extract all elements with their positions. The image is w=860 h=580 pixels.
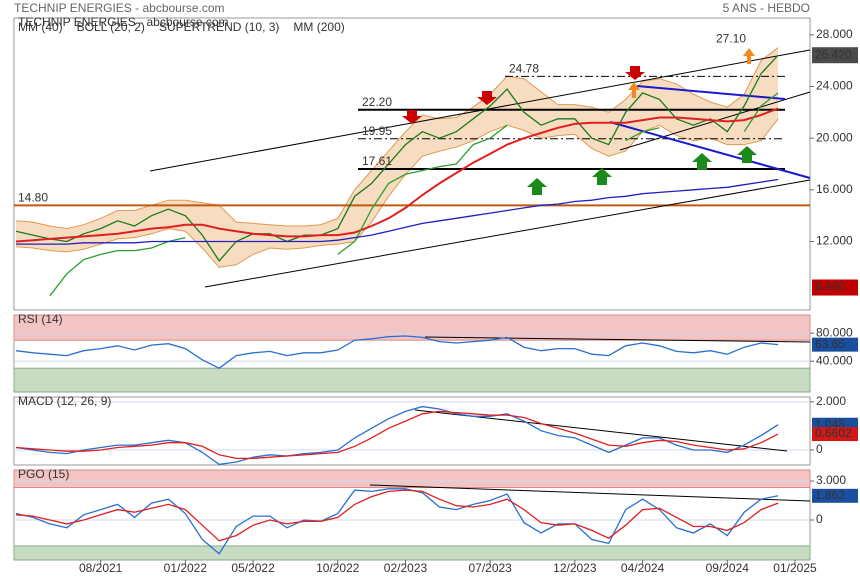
y-tick-label: 24.000 — [816, 79, 853, 93]
y-tick-label: 0 — [816, 442, 823, 456]
level-label: 27.10 — [716, 32, 746, 46]
oversold-zone — [13, 367, 811, 393]
series-line — [16, 178, 779, 245]
series-line — [15, 335, 779, 369]
value-box-label: 63.65 — [815, 337, 845, 351]
legend-entry: MM (200) — [293, 20, 344, 34]
x-tick-label: 01/2022 — [164, 561, 208, 575]
value-box-label: 1.862 — [815, 488, 845, 502]
up-arrow — [628, 82, 640, 98]
panel-title: RSI (14) — [18, 312, 63, 326]
y-tick-label: 40.000 — [816, 353, 853, 367]
series-line — [15, 489, 779, 542]
panel-title: TECHNIP ENERGIES - abcbourse.com — [18, 15, 229, 29]
x-tick-label: 01/2025 — [773, 561, 817, 575]
series-line — [15, 410, 779, 460]
y-tick-label: 12.000 — [816, 234, 853, 248]
legend-entry: MM (40) — [18, 20, 63, 34]
y-tick-label: 0 — [816, 512, 823, 526]
x-tick-label: 08/2021 — [79, 561, 123, 575]
value-box — [812, 488, 858, 503]
value-box — [812, 427, 858, 442]
x-tick-label: 04/2024 — [621, 561, 665, 575]
level-label: 17.61 — [362, 154, 392, 168]
series-line — [15, 405, 779, 466]
series-line — [15, 107, 779, 243]
y-tick-label: 2.000 — [816, 394, 846, 408]
level-label: 19.95 — [362, 124, 392, 138]
boll-upper — [15, 47, 779, 230]
y-tick-label: 80.000 — [816, 325, 853, 339]
legend-entry: SUPERTREND (10, 3) — [159, 20, 279, 34]
trendline — [636, 85, 786, 100]
up-arrow — [743, 48, 755, 64]
boll-band — [16, 47, 779, 268]
buy-arrow — [692, 153, 712, 170]
buy-arrow — [527, 178, 547, 195]
sell-arrow — [402, 110, 422, 124]
chart-title: TECHNIP ENERGIES - abcbourse.com — [14, 1, 225, 15]
sell-arrow — [477, 91, 497, 105]
y-tick-label: 16.000 — [816, 182, 853, 196]
level-label: 22.20 — [362, 95, 392, 109]
y-tick-label: 28.000 — [816, 27, 853, 41]
marker-box — [812, 279, 858, 296]
x-tick-label: 07/2023 — [468, 561, 512, 575]
level-label: 24.78 — [509, 62, 539, 76]
x-tick-label: 02/2023 — [384, 561, 428, 575]
value-box — [812, 337, 858, 352]
legend-entry: BOLL (20, 2) — [77, 20, 145, 34]
oversold-zone — [13, 545, 811, 561]
trendline — [369, 484, 811, 502]
last-price-label: 26.420 — [815, 47, 852, 61]
series-line — [49, 92, 779, 297]
sell-arrow — [625, 66, 645, 80]
marker-label: 8.440 — [815, 280, 845, 294]
chart-subtitle: 5 ANS - HEBDO — [723, 1, 810, 15]
y-tick-label: 3.000 — [816, 473, 846, 487]
buy-arrow — [737, 146, 757, 163]
x-tick-label: 10/2022 — [316, 561, 360, 575]
overbought-zone — [13, 469, 811, 489]
plot-layer — [13, 17, 811, 561]
buy-arrow — [592, 168, 612, 185]
level-label: 14.80 — [18, 191, 48, 205]
boll-lower — [15, 118, 779, 268]
last-price-box — [812, 47, 858, 64]
panel — [13, 396, 811, 466]
trendline — [149, 49, 811, 172]
value-box-label: 0.6602 — [815, 426, 852, 440]
x-tick-label: 05/2022 — [231, 561, 275, 575]
y-tick-label: 20.000 — [816, 130, 853, 144]
x-tick-label: 12/2023 — [553, 561, 597, 575]
x-tick-label: 09/2024 — [706, 561, 750, 575]
annotations — [149, 48, 811, 502]
panel-title: PGO (15) — [18, 467, 69, 481]
trendline — [204, 179, 811, 288]
panel-title: MACD (12, 26, 9) — [18, 394, 111, 408]
series-line — [15, 54, 779, 262]
trendline — [424, 336, 811, 343]
